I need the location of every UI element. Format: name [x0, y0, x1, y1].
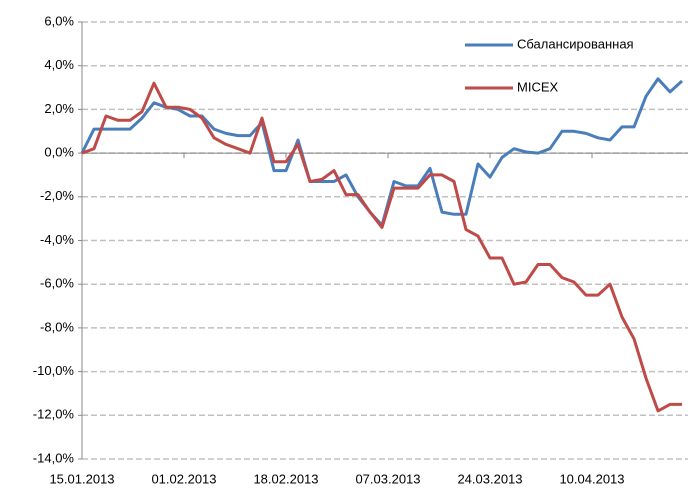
y-tick-label: -14,0%	[33, 450, 75, 465]
x-tick-label: 18.02.2013	[253, 471, 318, 486]
x-tick-label: 07.03.2013	[355, 471, 420, 486]
x-tick-label: 10.04.2013	[559, 471, 624, 486]
x-tick-label: 15.01.2013	[49, 471, 114, 486]
y-tick-label: 6,0%	[44, 13, 74, 28]
y-tick-label: -10,0%	[33, 363, 75, 378]
x-tick-label: 01.02.2013	[151, 471, 216, 486]
y-tick-label: -2,0%	[40, 188, 74, 203]
series-line	[80, 77, 684, 227]
y-tick-label: 4,0%	[44, 57, 74, 72]
y-tick-label: 2,0%	[44, 101, 74, 116]
legend-label: Сбалансированная	[517, 36, 634, 51]
y-tick-label: -4,0%	[40, 232, 74, 247]
y-tick-label: -8,0%	[40, 319, 74, 334]
legend-label: MICEX	[517, 79, 559, 94]
y-tick-label: 0,0%	[44, 145, 74, 160]
series-line	[81, 81, 682, 413]
y-tick-label: -6,0%	[40, 276, 74, 291]
x-tick-label: 24.03.2013	[457, 471, 522, 486]
y-tick-label: -12,0%	[33, 407, 75, 422]
